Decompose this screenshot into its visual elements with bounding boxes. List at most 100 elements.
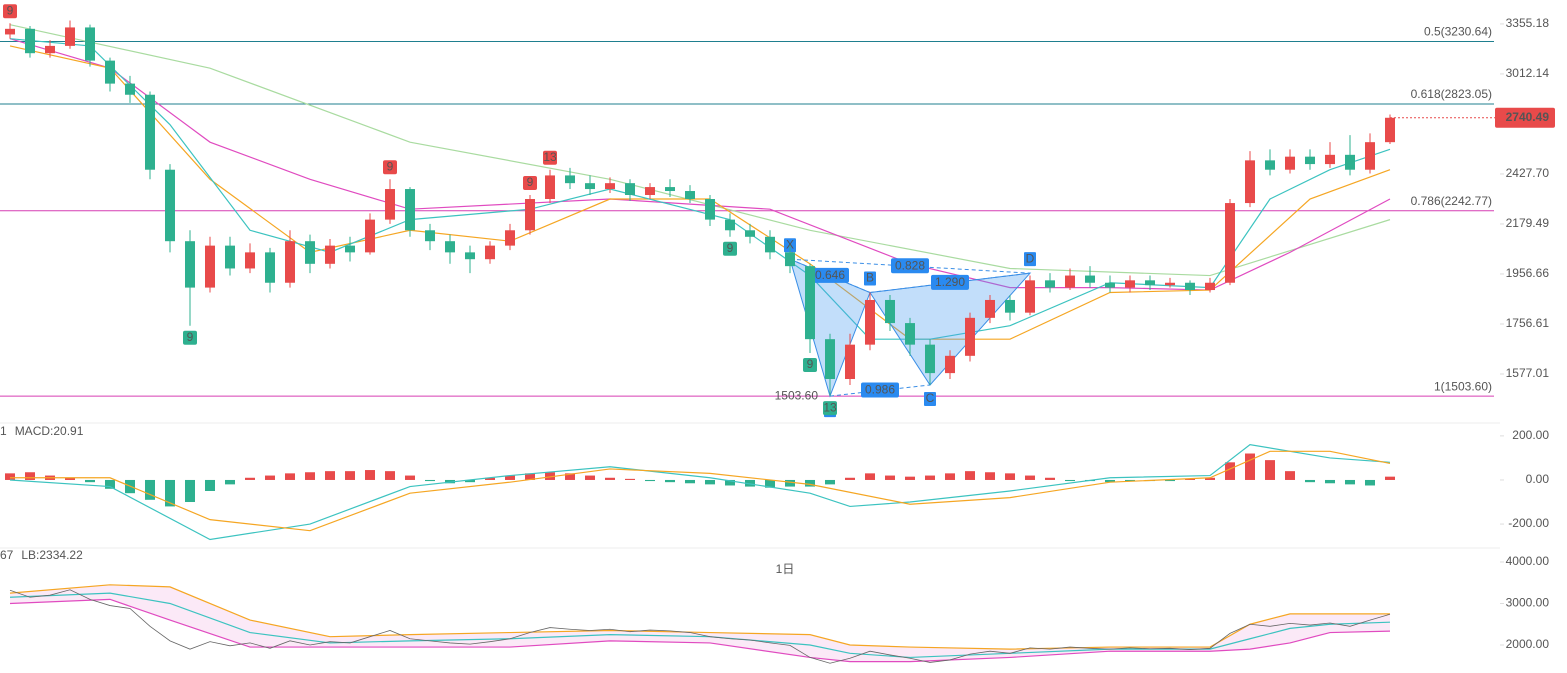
- band-line: [9, 592, 1391, 659]
- macd-bar: [1285, 471, 1295, 480]
- macd-bar: [885, 475, 895, 480]
- candle-body: [1085, 275, 1095, 283]
- y-tick-label: 0.00: [1526, 472, 1550, 486]
- td-label: 13: [823, 400, 837, 414]
- indicator-label: MACD:20.91: [15, 424, 84, 438]
- candle-body: [1125, 280, 1135, 288]
- candle-body: [665, 187, 675, 192]
- candle-body: [1205, 282, 1215, 291]
- candle-body: [1245, 160, 1255, 204]
- candle-body: [185, 241, 195, 288]
- macd-bar: [845, 477, 855, 480]
- macd-bar: [205, 479, 215, 491]
- macd-bar: [805, 479, 815, 487]
- candle-body: [1145, 280, 1155, 286]
- candle-body: [205, 245, 215, 288]
- ratio-box: [861, 382, 899, 398]
- fib-label: 0.786(2242.77): [1411, 194, 1492, 208]
- macd-bar: [1245, 453, 1255, 480]
- macd-bar: [425, 479, 435, 482]
- candle-body: [1165, 282, 1175, 286]
- candle-body: [65, 27, 75, 46]
- macd-bar: [65, 477, 75, 480]
- td-box: [383, 160, 397, 175]
- ratio-label: 0.828: [895, 258, 925, 272]
- macd-bar: [785, 479, 795, 487]
- macd-bar: [185, 479, 195, 503]
- candle-body: [985, 299, 995, 318]
- macd-bar: [1205, 477, 1215, 480]
- y-tick-label: 2427.70: [1506, 166, 1550, 180]
- last-price-tag: [1495, 107, 1555, 128]
- candle-body: [425, 230, 435, 242]
- candle-body: [825, 339, 835, 380]
- candle-body: [945, 355, 955, 374]
- candle-body: [1385, 117, 1395, 143]
- macd-bar: [905, 476, 915, 480]
- macd-bar: [665, 479, 675, 483]
- candle-body: [765, 236, 775, 253]
- td-label: 13: [543, 150, 557, 164]
- macd-bar: [725, 479, 735, 486]
- macd-bar: [925, 475, 935, 480]
- macd-bar: [245, 477, 255, 480]
- candle-body: [1105, 282, 1115, 288]
- macd-bar: [985, 472, 995, 480]
- td-label: 9: [187, 330, 194, 344]
- last-price-label: 2740.49: [1506, 110, 1550, 124]
- fib-label: 1(1503.60): [1434, 379, 1492, 393]
- td-box: [823, 401, 837, 416]
- macd-bar: [745, 479, 755, 487]
- ratio-box: [931, 274, 969, 290]
- candle-body: [905, 323, 915, 345]
- pattern-point-box: [784, 238, 796, 253]
- y-tick-label: 2000.00: [1506, 637, 1550, 651]
- macd-bar: [1025, 475, 1035, 480]
- td-box: [3, 4, 17, 19]
- candle-body: [405, 189, 415, 231]
- candle-body: [965, 317, 975, 356]
- macd-bar: [545, 472, 555, 480]
- candle-body: [545, 175, 555, 200]
- ratio-box: [891, 258, 929, 274]
- macd-bar: [465, 479, 475, 483]
- macd-bar: [585, 475, 595, 480]
- y-tick-label: 3012.14: [1506, 66, 1550, 80]
- macd-bar: [565, 473, 575, 480]
- y-tick-label: 1756.61: [1506, 316, 1550, 330]
- macd-bar: [1225, 462, 1235, 480]
- candle-body: [1345, 154, 1355, 170]
- macd-bar: [405, 475, 415, 480]
- macd-bar: [1105, 479, 1115, 483]
- y-tick-label: 200.00: [1512, 428, 1549, 442]
- candle-body: [345, 245, 355, 253]
- macd-bar: [345, 471, 355, 480]
- macd-bar: [1125, 479, 1135, 482]
- pattern-point-label: C: [926, 391, 935, 405]
- candle-body: [525, 199, 535, 231]
- macd-bar: [945, 473, 955, 480]
- candle-body: [445, 241, 455, 253]
- td-box: [523, 175, 537, 190]
- macd-bar: [505, 475, 515, 480]
- td-box: [183, 330, 197, 345]
- candle-body: [585, 183, 595, 190]
- macd-bar: [1065, 479, 1075, 482]
- macd-bar: [1045, 477, 1055, 480]
- candle-body: [5, 28, 15, 35]
- candle-body: [485, 245, 495, 260]
- y-tick-label: 4000.00: [1506, 554, 1550, 568]
- td-label: 9: [7, 3, 14, 17]
- macd-bar: [1385, 476, 1395, 480]
- y-tick-label: 1577.01: [1506, 366, 1550, 380]
- td-label: 9: [807, 357, 814, 371]
- macd-bar: [825, 479, 835, 485]
- macd-bar: [485, 477, 495, 480]
- macd-bar: [525, 473, 535, 480]
- macd-bar: [5, 473, 15, 480]
- ratio-box: [811, 267, 849, 283]
- price-line: [9, 589, 1391, 664]
- macd-bar: [85, 479, 95, 483]
- td-box: [543, 150, 557, 165]
- candle-body: [1265, 160, 1275, 170]
